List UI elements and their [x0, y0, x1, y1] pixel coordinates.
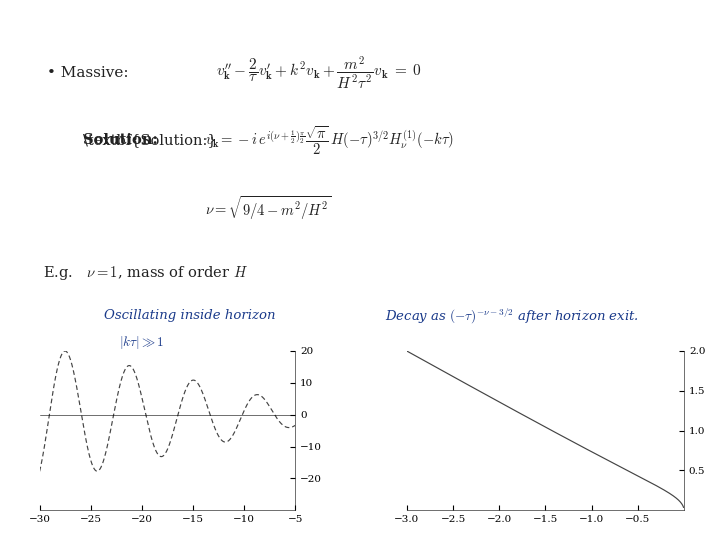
- Text: Decay as $(-\tau)^{-\nu-3/2}$ after horizon exit.: Decay as $(-\tau)^{-\nu-3/2}$ after hori…: [385, 306, 639, 326]
- Text: Oscillating inside horizon: Oscillating inside horizon: [104, 309, 276, 322]
- Text: \textbf{Solution:}: \textbf{Solution:}: [83, 133, 217, 147]
- Text: $v_{\mathbf{k}}^{\prime\prime} - \dfrac{2}{\tau}v_{\mathbf{k}}^{\prime} + k^2 v_: $v_{\mathbf{k}}^{\prime\prime} - \dfrac{…: [216, 55, 421, 91]
- Text: $|k\tau| \gg 1$: $|k\tau| \gg 1$: [119, 334, 164, 352]
- Text: • Massive:: • Massive:: [47, 66, 128, 80]
- Text: $v_{\mathbf{k}} = -i\,e^{i(\nu+\frac{1}{2})\frac{\pi}{2}}\dfrac{\sqrt{\pi}}{2}\,: $v_{\mathbf{k}} = -i\,e^{i(\nu+\frac{1}{…: [205, 124, 454, 157]
- Text: Solution:: Solution:: [83, 133, 158, 147]
- Text: E.g.   $\nu = 1$, mass of order $H$: E.g. $\nu = 1$, mass of order $H$: [43, 264, 248, 282]
- Text: $\nu = \sqrt{9/4 - m^2/H^2}$: $\nu = \sqrt{9/4 - m^2/H^2}$: [205, 194, 332, 221]
